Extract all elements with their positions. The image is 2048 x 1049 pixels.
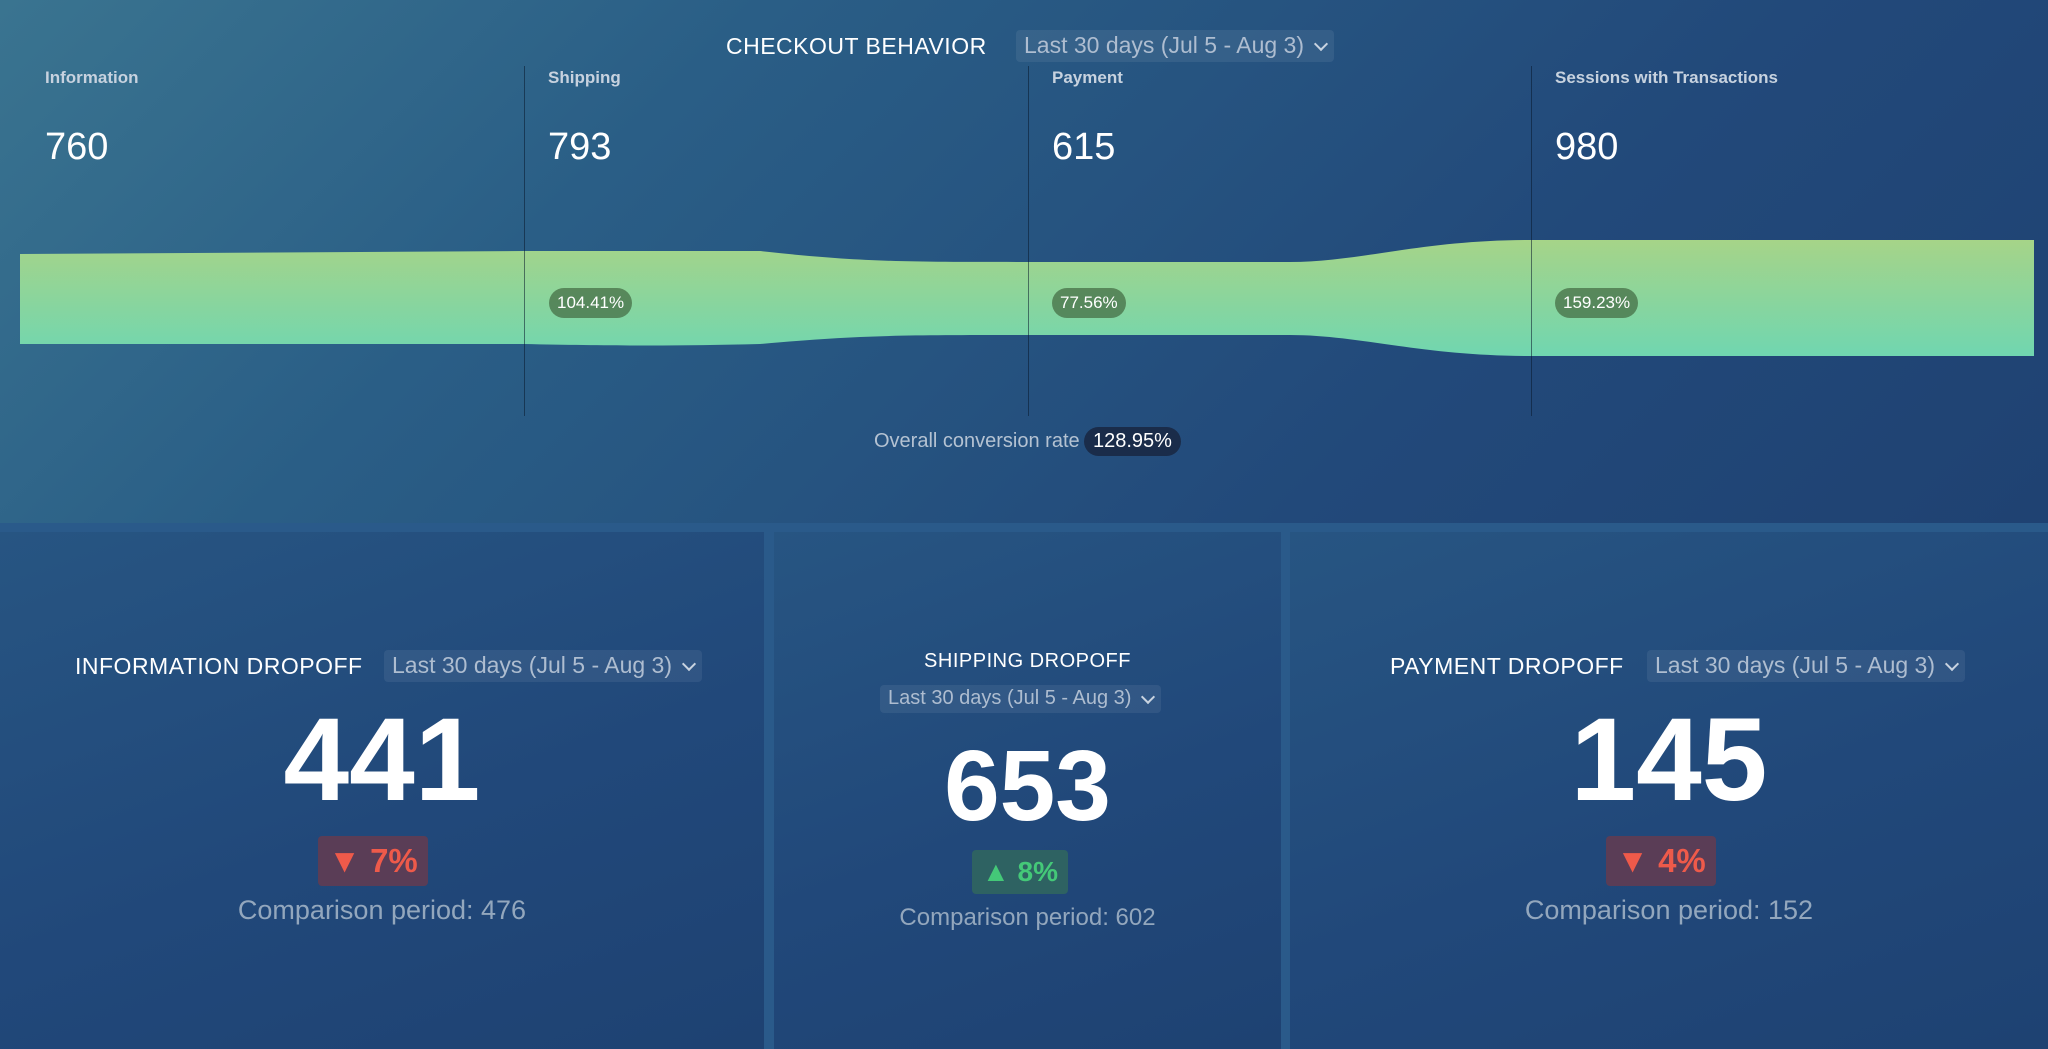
chevron-down-icon [681,656,697,672]
chevron-down-icon [1141,689,1156,705]
shipping-dropoff-comparison: Comparison period: 602 [899,904,1156,931]
chevron-down-icon [1313,36,1329,52]
step-rate-badge-payment: 77.56% [1052,288,1126,318]
step-label-transactions: Sessions with Transactions [1555,68,1778,87]
step-divider [1531,66,1532,416]
step-value-payment: 615 [1052,126,1116,168]
step-rate-badge-shipping: 104.41% [549,288,633,318]
payment-dropoff-card: PAYMENT DROPOFF Last 30 days (Jul 5 - Au… [1290,532,2048,1049]
information-dropoff-period-label: Last 30 days (Jul 5 - Aug 3) [392,652,672,678]
payment-dropoff-period-dropdown[interactable]: Last 30 days (Jul 5 - Aug 3) [1647,650,1965,682]
step-rate-badge-transactions: 159.23% [1555,288,1639,318]
payment-dropoff-period-label: Last 30 days (Jul 5 - Aug 3) [1655,652,1935,678]
shipping-dropoff-delta: ▲ 8% [972,850,1068,894]
funnel-band [20,240,2034,356]
checkout-period-label: Last 30 days (Jul 5 - Aug 3) [1024,32,1304,58]
payment-dropoff-delta: ▼ 4% [1606,836,1716,886]
payment-dropoff-value: 145 [1570,694,1768,826]
shipping-dropoff-title: SHIPPING DROPOFF [924,650,1131,672]
checkout-period-dropdown[interactable]: Last 30 days (Jul 5 - Aug 3) [1016,30,1334,62]
information-dropoff-value: 441 [283,694,481,826]
information-dropoff-title: INFORMATION DROPOFF [75,653,363,679]
information-dropoff-delta-value: 7% [370,842,418,879]
information-dropoff-delta: ▼ 7% [318,836,428,886]
arrow-down-icon: ▼ [328,842,361,879]
shipping-dropoff-value: 653 [944,730,1111,842]
overall-conversion-badge: 128.95% [1084,427,1181,456]
step-divider [1028,66,1029,416]
arrow-up-icon: ▲ [982,856,1010,887]
shipping-dropoff-card: SHIPPING DROPOFF Last 30 days (Jul 5 - A… [774,532,1281,1049]
payment-dropoff-title: PAYMENT DROPOFF [1390,653,1624,679]
step-value-transactions: 980 [1555,126,1619,168]
payment-dropoff-comparison: Comparison period: 152 [1524,895,1814,925]
step-label-shipping: Shipping [548,68,621,87]
arrow-down-icon: ▼ [1616,842,1649,879]
funnel-chart [20,240,2034,356]
payment-dropoff-delta-value: 4% [1658,842,1706,879]
information-dropoff-period-dropdown[interactable]: Last 30 days (Jul 5 - Aug 3) [384,650,702,682]
information-dropoff-card: INFORMATION DROPOFF Last 30 days (Jul 5 … [0,532,764,1049]
step-value-information: 760 [45,126,109,168]
shipping-dropoff-period-label: Last 30 days (Jul 5 - Aug 3) [888,687,1132,709]
step-divider [524,66,525,416]
overall-conversion-label: Overall conversion rate [874,430,1080,452]
checkout-behavior-panel: CHECKOUT BEHAVIOR Last 30 days (Jul 5 - … [0,0,2048,523]
chevron-down-icon [1944,656,1960,672]
checkout-title: CHECKOUT BEHAVIOR [726,33,987,59]
step-label-payment: Payment [1052,68,1123,87]
information-dropoff-comparison: Comparison period: 476 [237,895,527,925]
step-label-information: Information [45,68,139,87]
step-value-shipping: 793 [548,126,612,168]
shipping-dropoff-period-dropdown[interactable]: Last 30 days (Jul 5 - Aug 3) [880,685,1162,713]
shipping-dropoff-delta-value: 8% [1017,856,1058,887]
